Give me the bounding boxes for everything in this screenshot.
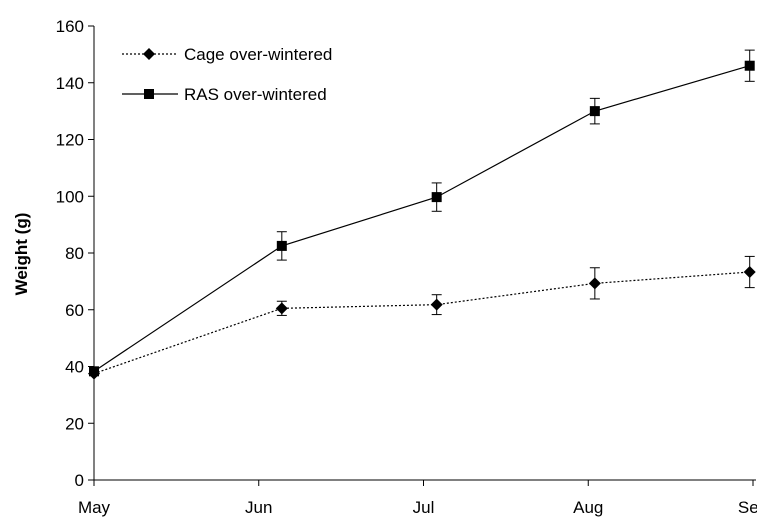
data-point-square [89,366,99,377]
y-tick-label: 100 [56,187,84,206]
legend-label-ras: RAS over-wintered [184,85,327,104]
y-tick-label: 80 [65,244,84,263]
x-tick-label: Aug [573,498,603,517]
data-point-diamond [275,302,288,315]
legend-label-cage: Cage over-wintered [184,45,332,64]
series-line [93,65,750,372]
legend-item-ras: RAS over-wintered [122,85,327,104]
data-point-diamond [588,277,601,290]
x-tick-label: May [78,498,111,517]
data-point-square [589,106,600,117]
x-tick-label: Sep [738,498,757,517]
y-tick-label: 140 [56,74,84,93]
y-tick-label: 120 [56,131,84,150]
y-tick-label: 160 [56,17,84,36]
series-layer [88,49,756,380]
series-ras [89,49,755,377]
series-line [93,271,750,375]
x-tick-label: Jun [245,498,272,517]
data-point-square [431,192,442,203]
legend: Cage over-wintered RAS over-wintered [122,45,332,104]
legend-item-cage: Cage over-wintered [122,45,332,64]
y-tick-label: 0 [75,471,84,490]
data-point-diamond [743,266,756,279]
legend-marker-square [144,89,154,99]
y-tick-label: 20 [65,414,84,433]
y-tick-label: 60 [65,301,84,320]
series-cage [88,255,756,380]
y-tick-label: 40 [65,358,84,377]
data-point-square [276,240,287,251]
y-axis-title: Weight (g) [12,213,31,296]
x-tick-label: Jul [413,498,435,517]
x-axis-ticks: May Jun Jul Aug Sep [78,480,757,517]
y-axis-ticks: 0 20 40 60 80 100 120 140 160 [56,17,94,490]
legend-marker-diamond [143,48,155,60]
data-point-diamond [430,298,443,311]
data-point-square [744,60,755,71]
